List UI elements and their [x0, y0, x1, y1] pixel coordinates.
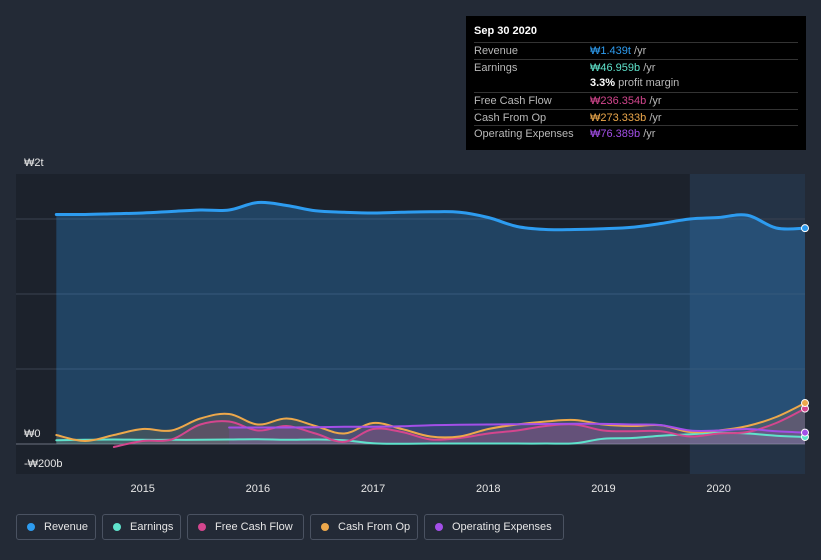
x-tick-label: 2018: [476, 483, 500, 495]
x-tick-label: 2015: [130, 483, 154, 495]
tooltip-row-value: ₩236.354b /yr: [590, 95, 662, 107]
tooltip-row-value: 3.3% profit margin: [590, 77, 680, 89]
series-endpoint-revenue: [801, 224, 809, 233]
legend-dot-icon: [435, 523, 443, 531]
tooltip-row-value: ₩1.439t /yr: [590, 45, 647, 57]
tooltip-row: Earnings ₩46.959b /yr: [474, 59, 798, 76]
legend-item-free-cash-flow[interactable]: Free Cash Flow: [187, 514, 304, 540]
tooltip-row: Operating Expenses ₩76.389b /yr: [474, 125, 798, 142]
series-endpoint-operating-expenses: [801, 428, 809, 437]
legend-label: Free Cash Flow: [215, 521, 293, 533]
tooltip-row-label: Earnings: [474, 62, 518, 74]
legend-dot-icon: [27, 523, 35, 531]
x-tick-label: 2020: [706, 483, 730, 495]
legend-item-operating-expenses[interactable]: Operating Expenses: [424, 514, 564, 540]
plot-background: [16, 174, 805, 474]
legend-item-earnings[interactable]: Earnings: [102, 514, 181, 540]
series-line-operating-expenses: [228, 422, 806, 434]
tooltip-row-value: ₩46.959b /yr: [590, 62, 656, 74]
legend-item-cash-from-op[interactable]: Cash From Op: [310, 514, 418, 540]
chart-tooltip: Sep 30 2020 Revenue ₩1.439t /yr Earnings ₩4…: [466, 16, 806, 150]
series-endpoint-cash-from-op: [801, 399, 809, 408]
x-tick-label: 2016: [246, 483, 270, 495]
series-line-revenue: [54, 200, 807, 232]
series-area-cash-from-op: [56, 403, 806, 444]
series-line-cash-from-op: [55, 402, 806, 442]
legend-dot-icon: [321, 523, 329, 531]
x-tick-label: 2017: [361, 483, 385, 495]
tooltip-row-label: Revenue: [474, 45, 519, 57]
y-tick-label: -₩200b: [24, 458, 63, 470]
legend-dot-icon: [113, 523, 121, 531]
tooltip-row-label: Free Cash Flow: [474, 95, 552, 107]
legend-label: Revenue: [44, 521, 89, 533]
tooltip-row: Cash From Op ₩273.333b /yr: [474, 109, 798, 126]
series-area-revenue: [56, 202, 806, 444]
highlight-region: [689, 174, 805, 474]
legend-item-revenue[interactable]: Revenue: [16, 514, 96, 540]
legend-label: Operating Expenses: [452, 521, 552, 533]
tooltip-date: Sep 30 2020: [474, 25, 537, 37]
tooltip-row-value: ₩273.333b /yr: [590, 112, 662, 124]
series-area-earnings: [56, 432, 806, 444]
x-tick-label: 2019: [591, 483, 615, 495]
y-tick-label: ₩2t: [24, 157, 44, 169]
legend-dot-icon: [198, 523, 206, 531]
tooltip-row-value: ₩76.389b /yr: [590, 128, 656, 140]
tooltip-row-label: Operating Expenses: [474, 128, 574, 140]
tooltip-row-label: Cash From Op: [474, 112, 547, 124]
series-line-free-cash-flow: [112, 407, 806, 448]
tooltip-row: Revenue ₩1.439t /yr: [474, 42, 798, 59]
tooltip-row: Free Cash Flow ₩236.354b /yr: [474, 92, 798, 109]
legend-label: Earnings: [130, 521, 174, 533]
tooltip-row: 3.3% profit margin: [474, 75, 798, 91]
legend-label: Cash From Op: [338, 521, 411, 533]
y-tick-label: ₩0: [24, 428, 41, 440]
